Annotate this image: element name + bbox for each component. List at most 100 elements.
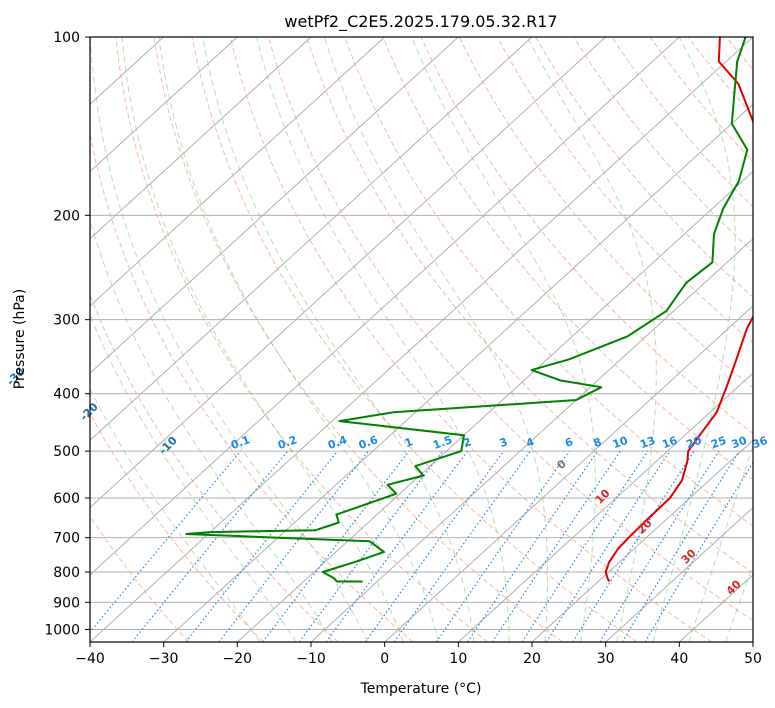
moist-adiabat-0 <box>121 37 404 642</box>
mixing-ratio-label: 0.4 <box>326 433 349 452</box>
isotherm--40 <box>90 37 753 642</box>
mixing-ratio-label: 13 <box>638 434 657 451</box>
isotherm-30 <box>605 506 753 642</box>
x-tick-label: 10 <box>449 651 467 667</box>
moist-adiabat-5 <box>158 37 439 642</box>
y-tick-label: 800 <box>53 565 80 581</box>
x-tick-label: −10 <box>296 651 326 667</box>
dry-adiabat-70 <box>344 37 753 527</box>
mixing-line-0.1 <box>90 450 242 633</box>
moist-adiabat-25 <box>411 37 596 642</box>
y-tick-label: 600 <box>53 491 80 507</box>
dry-adiabat-80 <box>382 37 753 481</box>
plot-border <box>89 36 754 643</box>
dry-adiabat-90 <box>420 37 753 435</box>
moist-adiabat-20 <box>323 37 549 642</box>
dry-adiabat--20 <box>90 412 264 642</box>
dry-adiabat-10 <box>115 37 488 642</box>
x-tick-label: 20 <box>523 651 541 667</box>
dry-adiabat-120 <box>535 37 753 298</box>
isotherm--110 <box>90 37 238 173</box>
chart-title: wetPf2_C2E5.2025.179.05.32.R17 <box>284 12 557 32</box>
moist-adiabat-35 <box>652 37 736 642</box>
mixing-ratio-label: 2 <box>462 435 474 450</box>
dry-adiabat-180 <box>765 37 775 642</box>
isotherm--80 <box>90 37 459 374</box>
isotherm--100 <box>90 37 312 240</box>
mixing-line-4 <box>393 450 531 642</box>
mixing-ratio-label: 4 <box>524 435 536 450</box>
plot-frame <box>89 36 754 643</box>
y-axis: 100 200 300 400 500 600 700 800 900 1000 <box>44 30 90 638</box>
mixing-line-1.5 <box>298 450 444 642</box>
isotherm-50 <box>752 641 753 642</box>
x-tick-label: 50 <box>744 651 762 667</box>
y-tick-label: 900 <box>53 595 80 611</box>
mixing-line-30 <box>621 450 740 642</box>
mixing-ratio-label: 0.1 <box>229 433 252 452</box>
isotherm--90 <box>90 37 386 307</box>
y-tick-label: 1000 <box>44 622 80 638</box>
mixing-ratio-lines <box>90 450 753 642</box>
x-tick-label: −40 <box>75 651 105 667</box>
isotherm-0 <box>384 305 753 642</box>
y-tick-label: 400 <box>53 387 80 403</box>
moist-adiabat-10 <box>202 37 475 642</box>
mixing-line-0.4 <box>185 450 339 642</box>
mixing-ratio-label: 10 <box>611 434 630 452</box>
mixing-line-13 <box>521 450 649 642</box>
mixing-line-10 <box>491 450 621 642</box>
mixing-ratio-label: 16 <box>660 434 679 452</box>
moist-adiabat-15 <box>256 37 510 642</box>
mixing-ratio-label: 3 <box>498 435 510 450</box>
mixing-ratio-label: 0.2 <box>276 433 299 452</box>
isotherm--30 <box>163 103 753 642</box>
mixing-ratio-label: 1 <box>403 435 415 450</box>
y-tick-label: 500 <box>53 444 80 460</box>
isotherm--60 <box>90 37 607 509</box>
y-tick-label: 700 <box>53 531 80 547</box>
y-tick-label: 200 <box>53 208 80 224</box>
mixing-line-0.2 <box>131 450 289 642</box>
isotherm--70 <box>90 37 533 442</box>
mixing-ratio-label: 20 <box>685 434 704 452</box>
isotherm-10 <box>457 372 753 642</box>
mixing-line-6 <box>435 450 570 642</box>
mixing-ratio-label: 30 <box>730 434 749 452</box>
mixing-ratio-label: 36 <box>751 434 770 452</box>
x-tick-label: −20 <box>223 651 253 667</box>
mixing-line-1 <box>262 450 410 642</box>
x-tick-label: 0 <box>380 651 389 667</box>
dry-adiabat-60 <box>306 37 753 574</box>
sounding-series <box>185 37 753 583</box>
dry-adiabat-0 <box>90 131 414 642</box>
dry-adiabat-20 <box>153 37 563 642</box>
moist-adiabat--20 <box>90 387 261 642</box>
y-tick-label: 100 <box>53 30 80 46</box>
dewpoint-line <box>185 37 749 583</box>
isotherm-20 <box>531 439 753 642</box>
moist-adiabat-40 <box>688 444 753 642</box>
mixing-line-16 <box>545 450 671 642</box>
y-tick-label: 300 <box>53 313 80 329</box>
temperature-line <box>604 37 753 582</box>
y-axis-label: Pressure (hPa) <box>12 289 28 389</box>
x-tick-label: 30 <box>597 651 615 667</box>
moist-adiabats <box>90 37 753 642</box>
moist-adiabat--10 <box>90 218 333 642</box>
mixing-ratio-label: 8 <box>592 435 604 450</box>
dry-adiabat-40 <box>229 37 712 642</box>
mixing-line-2 <box>325 450 468 642</box>
x-axis: −40 −30 −20 −10 0 10 20 30 40 50 <box>75 642 762 667</box>
mixing-ratio-label: 6 <box>563 435 575 450</box>
moist-adiabat--5 <box>90 37 369 642</box>
mixing-line-8 <box>467 450 599 642</box>
moist-adiabat--15 <box>90 313 297 642</box>
dry-adiabat-30 <box>191 37 638 642</box>
mixing-line-3 <box>364 450 505 642</box>
moist-adiabat-45 <box>725 563 753 642</box>
x-tick-label: 40 <box>670 651 688 667</box>
mixing-line-20 <box>572 450 695 642</box>
dry-adiabat-110 <box>496 37 753 344</box>
isotherm--50 <box>90 37 680 576</box>
